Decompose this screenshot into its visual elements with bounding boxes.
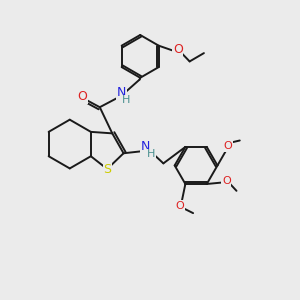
Text: S: S [103, 164, 112, 176]
Text: N: N [141, 140, 150, 153]
Text: O: O [222, 176, 231, 186]
Text: H: H [147, 149, 155, 160]
Text: N: N [116, 86, 126, 99]
Text: H: H [122, 95, 131, 105]
Text: O: O [77, 90, 87, 103]
Text: O: O [173, 43, 183, 56]
Text: O: O [224, 141, 233, 151]
Text: O: O [176, 201, 184, 211]
